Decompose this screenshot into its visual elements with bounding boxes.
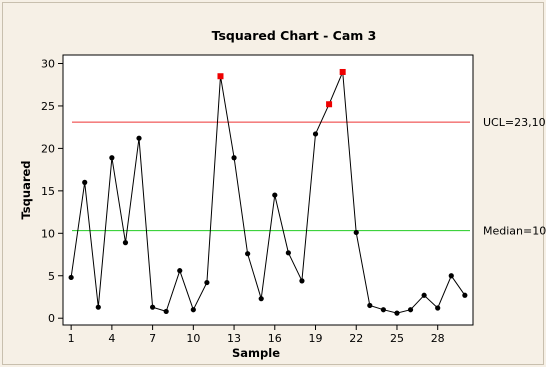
data-point: [421, 292, 427, 298]
data-point: [380, 307, 386, 313]
x-tick-label: 19: [309, 332, 323, 345]
reference-lines: UCL=23,10 Median=10,32: [72, 116, 546, 238]
flagged-data-point: [217, 73, 224, 80]
data-point: [312, 131, 319, 137]
x-axis-title: Sample: [232, 346, 280, 360]
data-point: [353, 229, 359, 236]
data-point: [245, 251, 251, 257]
y-axis-title: Tsquared: [19, 160, 33, 219]
x-tick-label: 25: [390, 332, 404, 345]
x-tick-label: 1: [68, 332, 75, 345]
data-point: [258, 296, 264, 302]
data-series: [68, 68, 468, 316]
reference-line-label: Median=10,32: [483, 225, 546, 238]
x-tick-label: 13: [227, 332, 241, 345]
data-point: [163, 308, 169, 315]
data-point: [82, 179, 88, 185]
x-tick-label: 22: [349, 332, 363, 345]
data-point: [435, 305, 441, 311]
axes: 1 4 7 10 13 16 19 22 25 28 0 5 10 15 20 25 30: [41, 57, 445, 345]
data-point: [299, 278, 305, 284]
y-tick-label: 30: [41, 57, 55, 70]
data-point: [136, 135, 142, 141]
x-tick-label: 16: [268, 332, 282, 345]
data-point: [68, 274, 74, 281]
data-point: [109, 155, 115, 161]
y-tick-label: 20: [41, 142, 55, 155]
data-point: [122, 240, 129, 246]
data-point: [448, 273, 454, 279]
y-tick-label: 10: [41, 227, 55, 240]
y-tick-label: 0: [48, 312, 55, 325]
data-point: [150, 304, 156, 310]
x-tick-label: 7: [149, 332, 156, 345]
data-point: [394, 310, 400, 316]
y-tick-label: 25: [41, 100, 55, 113]
chart-title: Tsquared Chart - Cam 3: [212, 28, 377, 43]
data-point: [231, 155, 237, 161]
y-tick-label: 5: [48, 270, 55, 283]
plot-area: [62, 54, 474, 326]
flagged-data-point: [339, 68, 346, 75]
x-tick-label: 28: [431, 332, 445, 345]
data-point: [95, 304, 101, 310]
x-tick-label: 10: [186, 332, 200, 345]
data-point: [190, 307, 196, 313]
y-tick-label: 15: [41, 185, 55, 198]
flagged-data-point: [326, 101, 333, 108]
data-point: [272, 192, 278, 198]
data-point: [204, 279, 210, 286]
data-point: [285, 250, 291, 256]
data-point: [407, 307, 414, 313]
reference-line-label: UCL=23,10: [483, 116, 546, 129]
data-point: [462, 292, 468, 298]
x-tick-label: 4: [108, 332, 115, 345]
data-point: [177, 268, 183, 274]
data-point: [367, 302, 373, 309]
